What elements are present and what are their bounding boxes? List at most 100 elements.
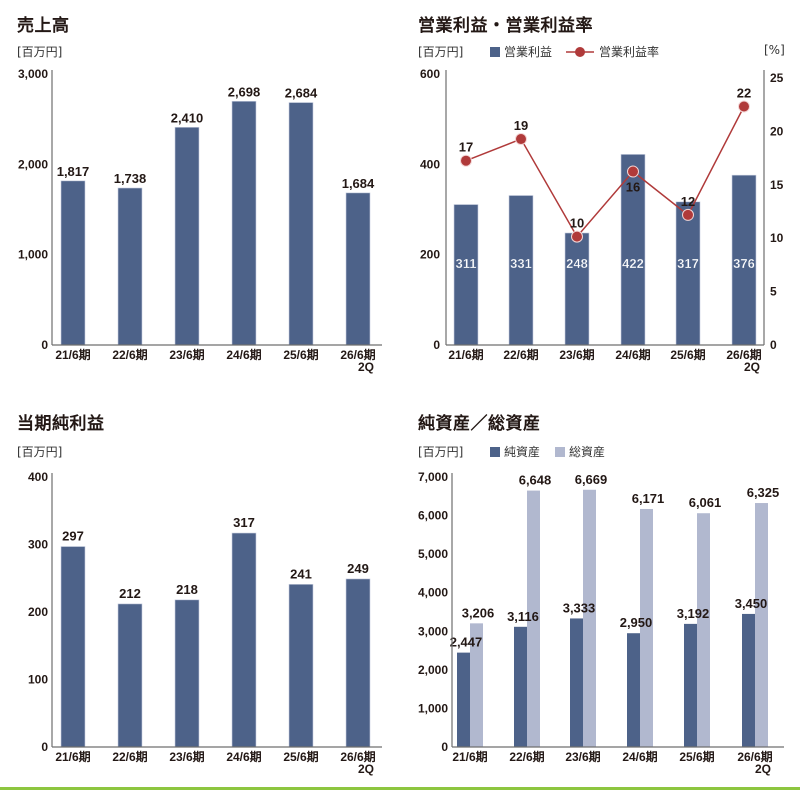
total-assets-value-label: 3,206	[462, 605, 495, 620]
bar-value-label: 241	[290, 566, 312, 581]
operating-profit-bar	[508, 195, 534, 346]
bar-value-label: 331	[510, 256, 532, 271]
x-tick-label: 23/6期	[565, 749, 600, 764]
operating-legend-bar: 営業利益	[490, 43, 552, 60]
y-tick-label: 20	[770, 124, 784, 138]
total-assets-value-label: 6,669	[575, 472, 608, 487]
x-tick-label: 24/6期	[615, 347, 650, 362]
assets-title: 純資産／総資産	[418, 414, 541, 434]
rate-value-label: 10	[570, 216, 584, 231]
total-assets-bar	[470, 623, 483, 747]
x-tick-label: 21/6期	[452, 749, 487, 764]
y-tick-label: 5	[770, 285, 777, 299]
x-tick-label: 26/6期	[340, 347, 375, 362]
x-tick-label: 24/6期	[226, 347, 261, 362]
operating-title: 営業利益・営業利益率	[418, 16, 593, 36]
y-tick-label: 7,000	[418, 470, 448, 484]
operating-legend-line: 営業利益率	[565, 43, 659, 60]
net-income-unit-label: [百万円]	[17, 445, 63, 459]
bar-value-label: 317	[677, 256, 699, 271]
operating-profit-bar	[453, 204, 479, 346]
net-income-bar	[345, 578, 371, 748]
sales-bar	[117, 187, 143, 346]
x-tick-label: 25/6期	[670, 347, 705, 362]
sales-bar	[288, 102, 314, 346]
sales-bar	[60, 180, 86, 346]
net-assets-bar	[684, 623, 697, 747]
rate-point	[682, 208, 694, 221]
x-tick-label: 22/6期	[112, 347, 147, 362]
rate-point	[460, 154, 472, 167]
legend-line-label: 営業利益率	[599, 45, 660, 59]
net-income-bar-chart: 297 212 218 317 241 249 0 100 200 300 400 21/6期 22/6…	[28, 470, 382, 776]
x-tick-label: 22/6期	[509, 749, 544, 764]
x-tick-label: 25/6期	[679, 749, 714, 764]
bar-value-label: 2,684	[285, 86, 318, 101]
assets-unit-label: [百万円]	[418, 445, 464, 459]
x-tick-label: 21/6期	[55, 347, 90, 362]
net-assets-bar	[457, 652, 470, 747]
bar-value-label: 249	[347, 561, 369, 576]
legend-bar-label: 営業利益	[504, 45, 553, 59]
x-tick-label: 2Q	[755, 762, 771, 776]
bar-value-label: 1,738	[114, 171, 147, 186]
net-assets-value-label: 3,333	[563, 600, 596, 615]
legend-line-marker-icon	[566, 46, 594, 57]
operating-unit-label: [百万円]	[418, 45, 464, 59]
y-tick-label: 300	[28, 538, 48, 552]
bar-value-label: 2,410	[171, 110, 204, 125]
x-tick-label: 2Q	[744, 360, 760, 374]
bar-value-label: 218	[176, 582, 198, 597]
x-tick-label: 22/6期	[112, 749, 147, 764]
bar-value-label: 2,698	[228, 84, 261, 99]
net-assets-bar	[742, 613, 755, 747]
bar-value-label: 317	[233, 515, 255, 530]
net-income-bar	[174, 599, 200, 748]
y-tick-label: 1,000	[418, 701, 448, 715]
y-tick-label: 400	[28, 470, 48, 484]
operating-right-unit-label: [%]	[764, 43, 785, 57]
bar-value-label: 297	[62, 529, 84, 544]
total-assets-bar	[583, 489, 596, 747]
net-assets-bar	[570, 618, 583, 747]
total-assets-value-label: 6,648	[519, 473, 552, 488]
x-tick-label: 26/6期	[726, 347, 761, 362]
rate-point	[627, 165, 639, 178]
net-income-bar	[117, 603, 143, 748]
x-tick-label: 23/6期	[559, 347, 594, 362]
y-tick-label: 1,000	[18, 248, 48, 262]
total-assets-bar	[697, 513, 710, 747]
x-tick-label: 26/6期	[340, 749, 375, 764]
x-tick-label: 2Q	[358, 762, 374, 776]
y-tick-label: 3,000	[18, 67, 48, 81]
bar-value-label: 212	[119, 586, 141, 601]
y-tick-label: 0	[441, 740, 448, 754]
rate-value-label: 17	[459, 140, 473, 155]
x-tick-label: 23/6期	[169, 347, 204, 362]
rate-point	[515, 133, 527, 146]
x-tick-label: 22/6期	[503, 347, 538, 362]
bar-value-label: 311	[456, 256, 477, 271]
net-assets-value-label: 3,450	[735, 596, 768, 611]
y-tick-label: 5,000	[418, 547, 448, 561]
x-tick-label: 21/6期	[448, 347, 483, 362]
net-assets-bar	[627, 633, 640, 747]
legend-net-swatch-icon	[490, 446, 500, 457]
y-tick-label: 0	[41, 338, 48, 352]
rate-point	[738, 100, 750, 113]
x-tick-label: 25/6期	[283, 347, 318, 362]
sales-bar	[231, 100, 257, 346]
y-tick-label: 15	[770, 178, 784, 192]
bar-value-label: 1,817	[57, 164, 90, 179]
y-tick-label: 25	[770, 71, 784, 85]
y-tick-label: 200	[28, 605, 48, 619]
x-tick-label: 23/6期	[169, 749, 204, 764]
operating-profit-bar	[564, 232, 590, 346]
bar-value-label: 376	[733, 256, 755, 271]
bar-value-label: 248	[566, 256, 588, 271]
assets-panel: 純資産／総資産 [百万円] 純資産 総資産 2,447 3,206 3,116 6,6…	[400, 395, 800, 791]
y-tick-label: 600	[420, 67, 440, 81]
legend-net-label: 純資産	[504, 445, 541, 459]
bottom-divider	[0, 787, 800, 790]
net-assets-value-label: 3,192	[677, 606, 710, 621]
